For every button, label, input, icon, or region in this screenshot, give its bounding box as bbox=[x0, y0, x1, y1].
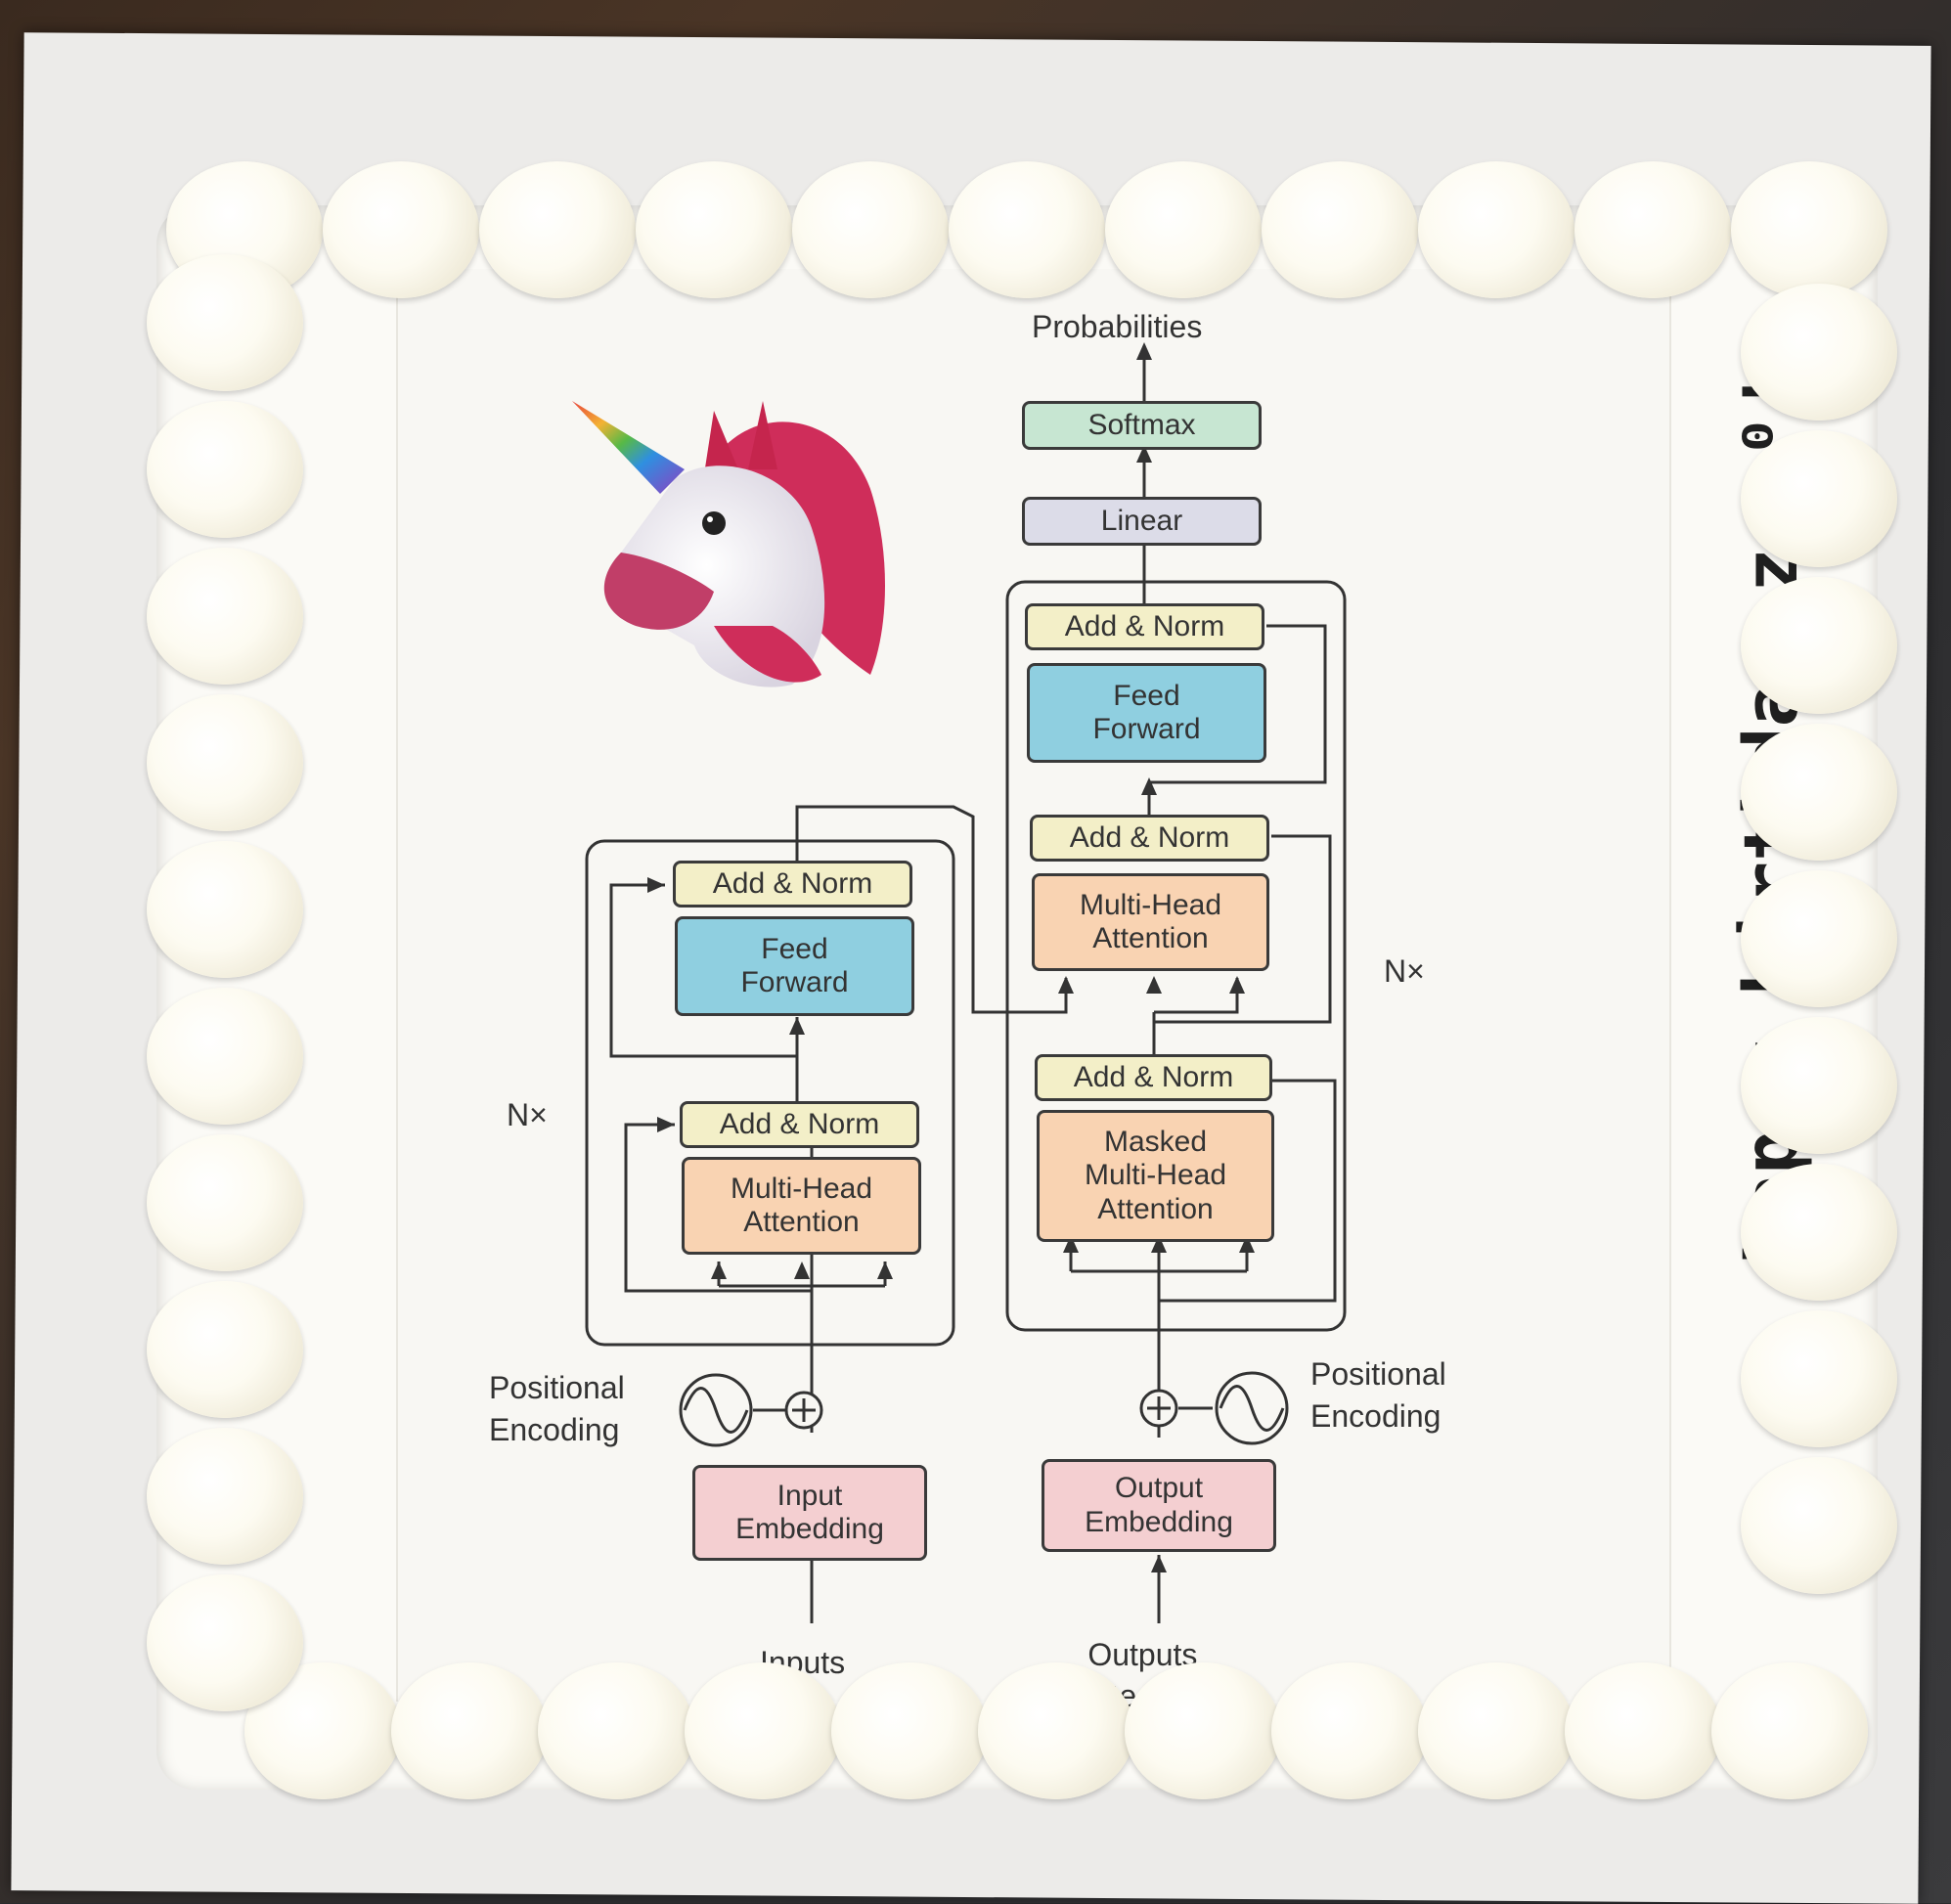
frosting-dollop bbox=[978, 1662, 1134, 1799]
encoder-nx-label: N× bbox=[507, 1097, 548, 1132]
frosting-dollop bbox=[1125, 1662, 1281, 1799]
frosting-dollop bbox=[1741, 870, 1897, 1007]
frosting-dollop bbox=[1741, 1164, 1897, 1301]
encoder-add-norm-1: Add & Norm bbox=[680, 1101, 919, 1148]
frosting-dollop bbox=[831, 1662, 988, 1799]
frosting-dollop bbox=[538, 1662, 694, 1799]
frosting-dollop bbox=[391, 1662, 548, 1799]
sine-wave-icon bbox=[679, 1373, 753, 1447]
frosting-dollop bbox=[323, 161, 479, 298]
encoder-multi-head-attention: Multi-Head Attention bbox=[682, 1157, 921, 1255]
frosting-dollop bbox=[147, 694, 303, 831]
decoder-cross-attention: Multi-Head Attention bbox=[1032, 873, 1269, 971]
encoder-feed-forward: Feed Forward bbox=[675, 916, 914, 1016]
frosting-dollop bbox=[1741, 284, 1897, 421]
softmax-block: Softmax bbox=[1022, 401, 1262, 450]
frosting-dollop bbox=[1741, 430, 1897, 567]
plus-circle-icon bbox=[1139, 1389, 1178, 1428]
frosting-dollop bbox=[636, 161, 792, 298]
output-probabilities-label: Probabilities bbox=[1032, 309, 1203, 344]
frosting-dollop bbox=[1741, 577, 1897, 714]
frosting-dollop bbox=[147, 548, 303, 685]
frosting-dollop bbox=[1731, 161, 1887, 298]
frosting-dollop bbox=[479, 161, 636, 298]
frosting-dollop bbox=[1271, 1662, 1428, 1799]
frosting-dollop bbox=[1105, 161, 1262, 298]
frosting-dollop bbox=[1711, 1662, 1868, 1799]
encoder-positional-encoding-label: Positional Encoding bbox=[489, 1370, 625, 1448]
frosting-dollop bbox=[1418, 161, 1574, 298]
frosting-dollop bbox=[1262, 161, 1418, 298]
frosting-dollop bbox=[147, 841, 303, 978]
input-embedding-block: Input Embedding bbox=[692, 1465, 927, 1561]
frosting-dollop bbox=[949, 161, 1105, 298]
unicorn-icon bbox=[572, 401, 885, 687]
encoder-add-norm-2: Add & Norm bbox=[673, 861, 912, 908]
output-embedding-block: Output Embedding bbox=[1042, 1459, 1276, 1552]
frosting-dollop bbox=[147, 401, 303, 538]
frosting-dollop bbox=[1574, 161, 1731, 298]
frosting-dollop bbox=[792, 161, 949, 298]
frosting-dollop bbox=[147, 1134, 303, 1271]
decoder-positional-encoding-label: Positional Encoding bbox=[1310, 1356, 1446, 1435]
frosting-dollop bbox=[147, 1574, 303, 1711]
frosting-dollop bbox=[685, 1662, 841, 1799]
plus-circle-icon bbox=[784, 1391, 823, 1430]
frosting-dollop bbox=[147, 1428, 303, 1565]
frosting-dollop bbox=[147, 1281, 303, 1418]
frosting-dollop bbox=[1418, 1662, 1574, 1799]
decoder-add-norm-1: Add & Norm bbox=[1035, 1054, 1272, 1101]
sine-wave-icon bbox=[1215, 1371, 1289, 1445]
frosting-dollop bbox=[1741, 1457, 1897, 1594]
frosting-dollop bbox=[1565, 1662, 1721, 1799]
decoder-feed-forward: Feed Forward bbox=[1027, 663, 1266, 763]
decoder-nx-label: N× bbox=[1384, 953, 1425, 989]
frosting-dollop bbox=[147, 988, 303, 1125]
frosting-dollop bbox=[1741, 1017, 1897, 1154]
linear-block: Linear bbox=[1022, 497, 1262, 546]
decoder-add-norm-2: Add & Norm bbox=[1030, 815, 1269, 862]
frosting-dollop bbox=[1741, 724, 1897, 861]
frosting-dollop bbox=[1741, 1310, 1897, 1447]
decoder-masked-attention: Masked Multi-Head Attention bbox=[1037, 1110, 1274, 1242]
decoder-add-norm-3: Add & Norm bbox=[1025, 603, 1264, 650]
frosting-dollop bbox=[147, 254, 303, 391]
